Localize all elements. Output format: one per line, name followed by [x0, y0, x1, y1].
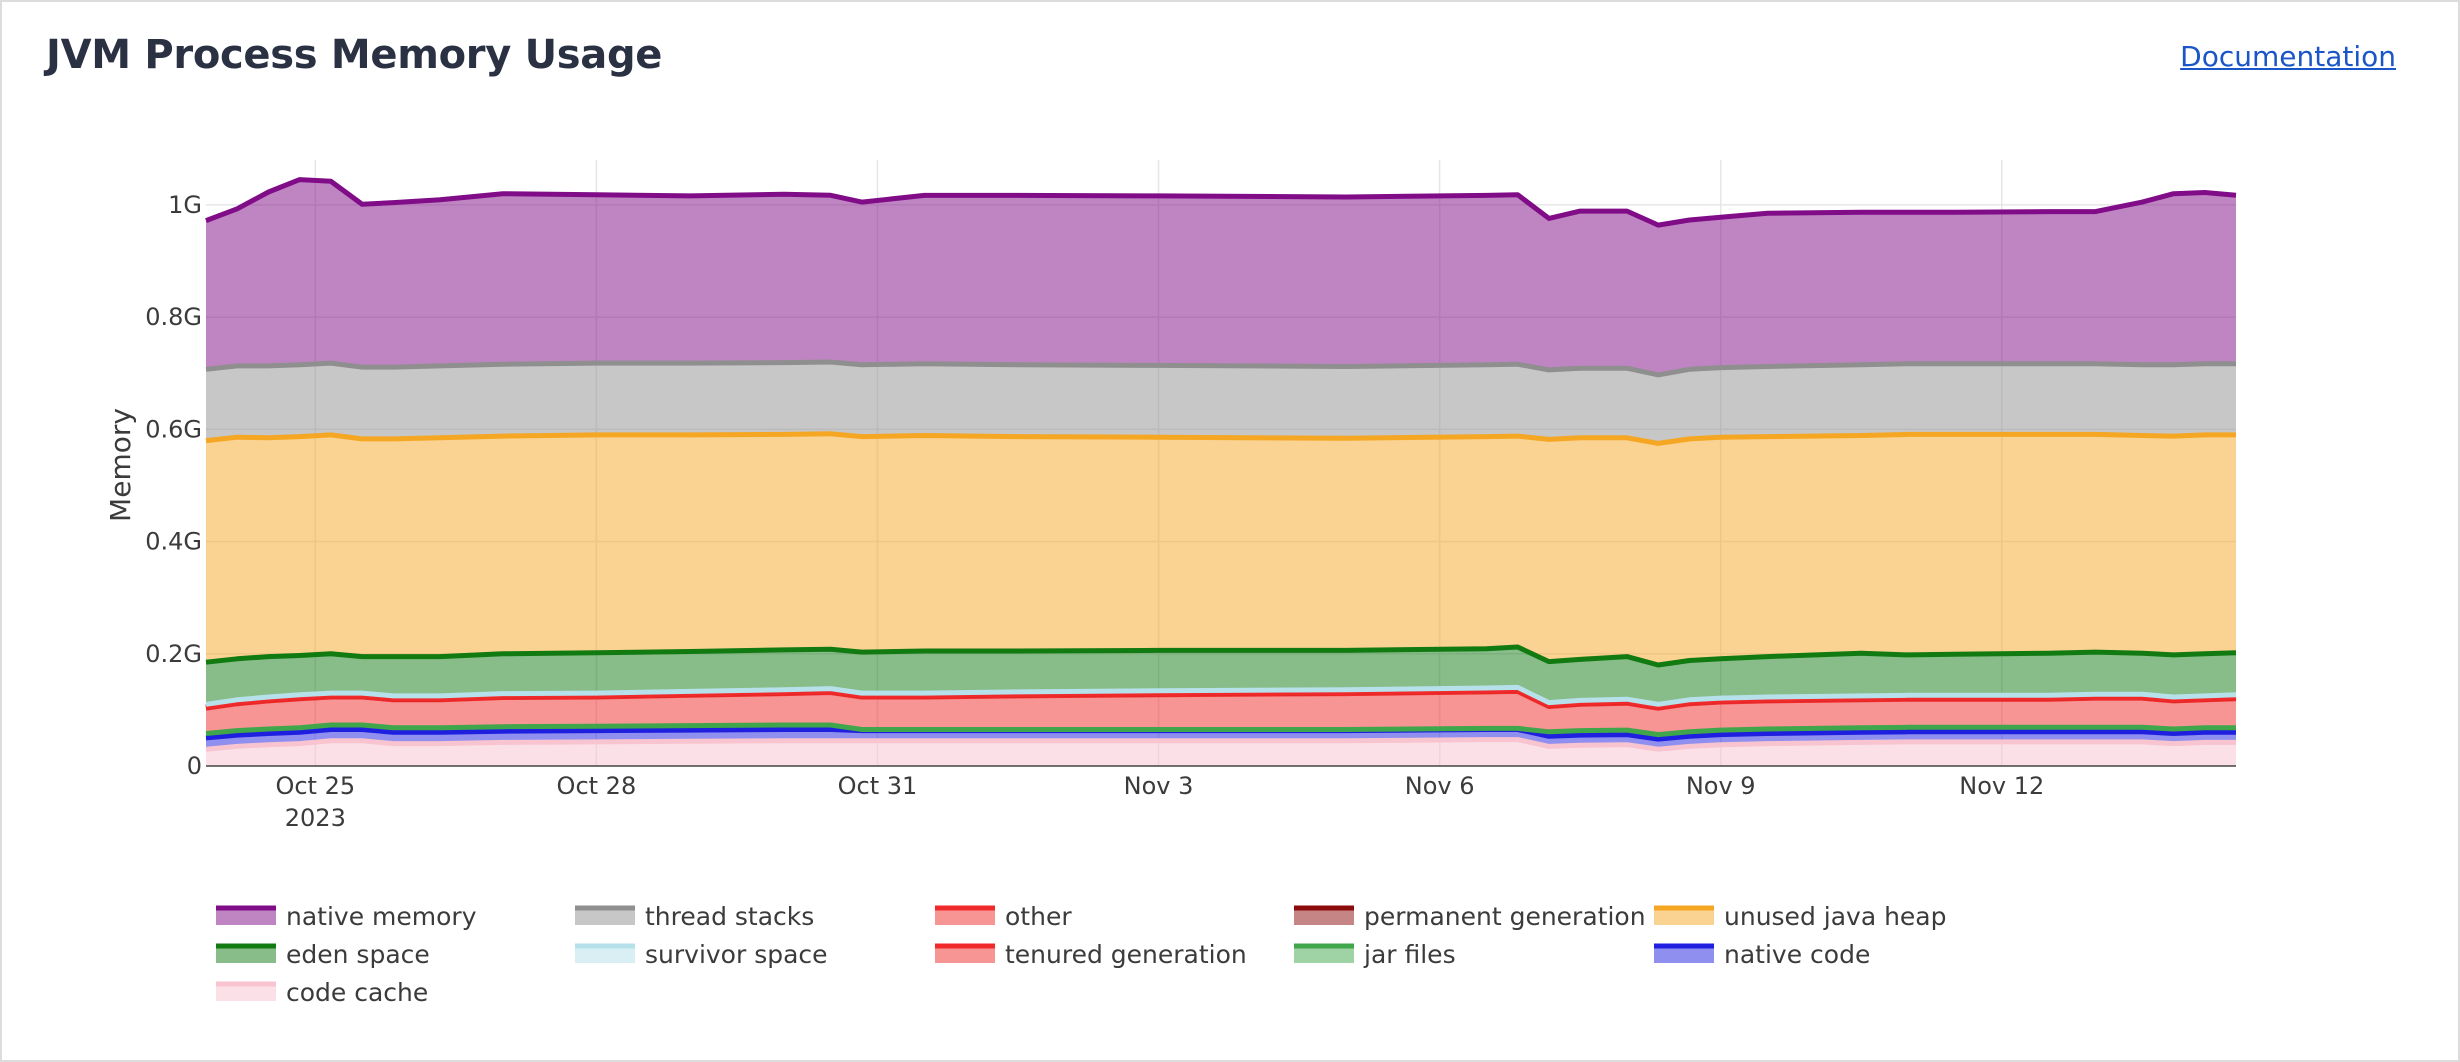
line-native-memory [205, 177, 2237, 228]
y-tick-label: 0 [187, 752, 202, 780]
legend-swatch [935, 907, 995, 925]
legend-swatch [1654, 945, 1714, 963]
legend-item-thread-stacks[interactable]: thread stacks [575, 902, 814, 931]
legend-swatch [575, 907, 635, 925]
legend-item-tenured-generation[interactable]: tenured generation [935, 940, 1247, 969]
x-tick-label: Nov 3 [1124, 772, 1194, 800]
y-tick-label: 0.2G [145, 640, 202, 668]
line-thread-stacks [205, 359, 2236, 378]
legend-item-eden-space[interactable]: eden space [216, 940, 430, 969]
legend-label: thread stacks [645, 902, 814, 931]
legend-label: other [1005, 902, 1072, 931]
documentation-link[interactable]: Documentation [2180, 40, 2396, 73]
legend-label: jar files [1363, 940, 1456, 969]
legend-swatch [1294, 945, 1354, 963]
legend-item-native-memory[interactable]: native memory [216, 902, 477, 931]
legend-swatch [216, 983, 276, 1001]
legend-swatch [935, 945, 995, 963]
line-survivor-space [205, 684, 2237, 707]
line-unused-java-heap [205, 431, 2236, 446]
y-tick-label: 0.6G [145, 415, 202, 443]
area-unused-java-heap [206, 433, 2236, 665]
x-tick-label: Nov 12 [1959, 772, 2044, 800]
legend-item-jar-files[interactable]: jar files [1294, 940, 1456, 969]
line-other [205, 687, 2237, 710]
stacked-areas [206, 179, 2236, 766]
legend-label: tenured generation [1005, 940, 1247, 969]
x-tick-year-label: 2023 [285, 804, 346, 832]
y-tick-label: 0.8G [145, 303, 202, 331]
legend-label: native code [1724, 940, 1870, 969]
x-tick-label: Oct 28 [557, 772, 637, 800]
area-thread-stacks [206, 362, 2236, 444]
legend-item-code-cache[interactable]: code cache [216, 978, 428, 1007]
legend-item-survivor-space[interactable]: survivor space [575, 940, 828, 969]
x-tick-label: Nov 6 [1405, 772, 1475, 800]
legend-item-unused-java-heap[interactable]: unused java heap [1654, 902, 1947, 931]
legend-swatch [1654, 907, 1714, 925]
legend-item-native-code[interactable]: native code [1654, 940, 1870, 969]
legend-item-other[interactable]: other [935, 902, 1072, 931]
x-tick-label: Nov 9 [1686, 772, 1756, 800]
legend-label: unused java heap [1724, 902, 1947, 931]
line-jar-files [205, 722, 2236, 738]
legend-label: code cache [286, 978, 428, 1007]
legend-swatch [216, 907, 276, 925]
y-tick-label: 0.4G [145, 528, 202, 556]
legend[interactable]: native memory thread stacks other permanent… [216, 902, 1947, 1007]
legend-swatch [575, 945, 635, 963]
line-code-cache [205, 737, 2236, 752]
legend-label: eden space [286, 940, 430, 969]
legend-swatch [1294, 907, 1354, 925]
legend-label: native memory [286, 902, 477, 931]
x-tick-label: Oct 25 [275, 772, 355, 800]
area-native-memory [206, 179, 2236, 375]
y-axis-title: Memory [104, 408, 137, 522]
y-tick-label: 1G [168, 191, 202, 219]
legend-label: survivor space [645, 940, 828, 969]
legend-label: permanent generation [1364, 902, 1646, 931]
axes: 0 0.2G 0.4G 0.6G 0.8G 1G Oct 25 2023 Oct 28 Oct 3… [104, 191, 2236, 832]
x-tick-label: Oct 31 [838, 772, 918, 800]
page-title: JVM Process Memory Usage [46, 32, 663, 78]
legend-item-permanent-generation[interactable]: permanent generation [1294, 902, 1646, 931]
line-eden-space [205, 644, 2237, 668]
legend-swatch [216, 945, 276, 963]
series-lines [205, 177, 2237, 752]
